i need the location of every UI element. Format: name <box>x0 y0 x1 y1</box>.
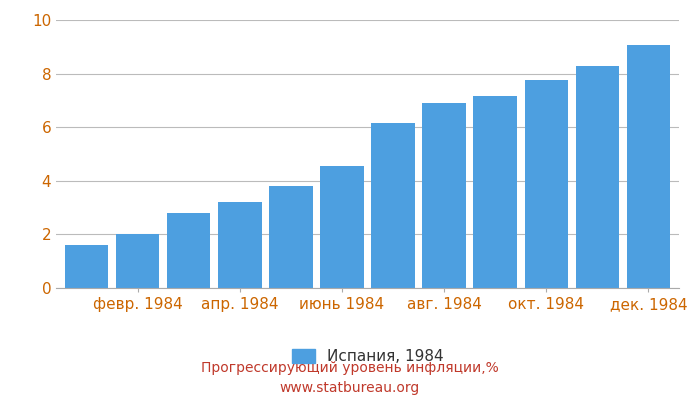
Text: www.statbureau.org: www.statbureau.org <box>280 381 420 395</box>
Bar <box>321 166 364 288</box>
Bar <box>422 103 466 288</box>
Bar <box>626 46 670 288</box>
Bar <box>167 213 211 288</box>
Bar <box>65 245 108 288</box>
Bar <box>270 186 313 288</box>
Text: Прогрессирующий уровень инфляции,%: Прогрессирующий уровень инфляции,% <box>201 361 499 375</box>
Bar <box>473 96 517 288</box>
Bar <box>524 80 568 288</box>
Legend: Испания, 1984: Испания, 1984 <box>292 349 443 364</box>
Bar <box>218 202 262 288</box>
Bar <box>116 234 160 288</box>
Bar <box>575 66 619 288</box>
Bar <box>371 123 414 288</box>
